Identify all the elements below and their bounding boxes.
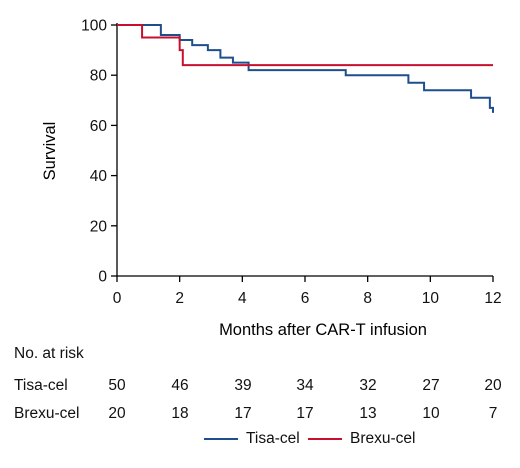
series-line-brexu-cel bbox=[117, 24, 493, 67]
y-tick-label: 0 bbox=[98, 269, 107, 286]
risk-cell: 20 bbox=[108, 405, 126, 422]
risk-cell: 34 bbox=[296, 377, 314, 394]
y-tick-label: 100 bbox=[81, 18, 107, 35]
survival-chart: 0 20 40 60 80 100 0 2 4 6 8 10 12 Months after CAR-T… bbox=[41, 18, 502, 340]
risk-cell: 17 bbox=[296, 405, 314, 422]
x-tick-label: 2 bbox=[175, 290, 184, 307]
risk-cell: 7 bbox=[488, 405, 498, 422]
y-tick-label: 60 bbox=[90, 118, 108, 135]
legend-label-tisa-cel: Tisa-cel bbox=[246, 430, 300, 447]
y-tick-label: 80 bbox=[90, 68, 108, 85]
x-tick-label: 12 bbox=[484, 290, 501, 307]
legend-item-tisa-cel: Tisa-cel bbox=[204, 430, 300, 448]
legend-swatch-tisa-cel bbox=[204, 438, 238, 440]
risk-cell: 46 bbox=[171, 377, 189, 394]
risk-table-title: No. at risk bbox=[14, 345, 84, 362]
x-tick-label: 4 bbox=[238, 290, 247, 307]
legend-label-brexu-cel: Brexu-cel bbox=[350, 430, 416, 447]
x-axis-label: Months after CAR-T infusion bbox=[219, 321, 427, 339]
risk-cell: 27 bbox=[422, 377, 440, 394]
risk-cell: 50 bbox=[108, 377, 126, 394]
x-tick-label: 8 bbox=[363, 290, 372, 307]
risk-cell: 18 bbox=[171, 405, 189, 422]
chart-legend: Tisa-cel Brexu-cel bbox=[0, 430, 520, 452]
risk-cell: 32 bbox=[359, 377, 377, 394]
legend-swatch-brexu-cel bbox=[308, 438, 342, 440]
risk-cell: 17 bbox=[234, 405, 252, 422]
y-axis-label: Survival bbox=[41, 122, 59, 181]
risk-row-label: Brexu-cel bbox=[14, 405, 80, 422]
risk-cell: 13 bbox=[359, 405, 377, 422]
x-tick-label: 6 bbox=[301, 290, 310, 307]
risk-cell: 20 bbox=[484, 377, 502, 394]
y-tick-label: 40 bbox=[90, 168, 108, 185]
x-tick-label: 10 bbox=[422, 290, 440, 307]
x-tick-label: 0 bbox=[113, 290, 122, 307]
risk-row-tisa-cel: Tisa-cel 50 46 39 34 32 27 20 bbox=[0, 377, 520, 399]
risk-cell: 39 bbox=[234, 377, 252, 394]
risk-row-label: Tisa-cel bbox=[14, 377, 68, 394]
risk-cell: 10 bbox=[422, 405, 440, 422]
y-tick-label: 20 bbox=[90, 218, 108, 235]
series-line-tisa-cel bbox=[117, 24, 494, 113]
risk-row-brexu-cel: Brexu-cel 20 18 17 17 13 10 7 bbox=[0, 405, 520, 427]
legend-item-brexu-cel: Brexu-cel bbox=[308, 430, 415, 448]
